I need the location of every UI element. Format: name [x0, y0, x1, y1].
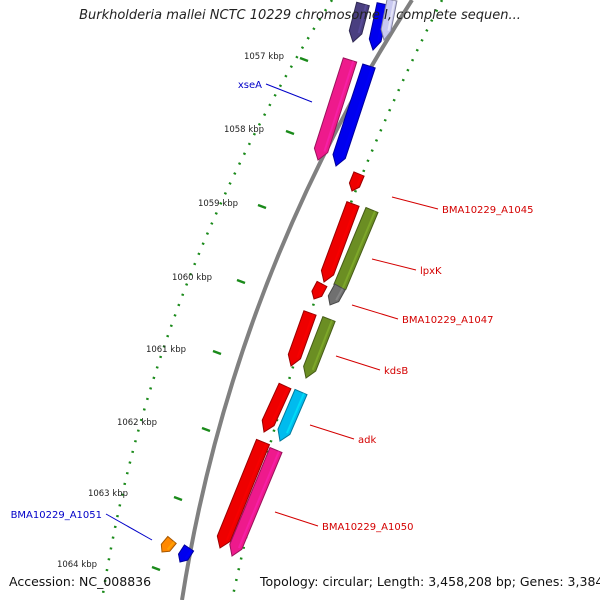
gene-arrow-16 — [160, 535, 177, 553]
gene-label-16: BMA10229_A1051 — [11, 510, 102, 521]
ruler-tick-7 — [151, 565, 161, 572]
gene-arrow-highlight-9 — [335, 287, 344, 301]
gene-arrow-8 — [311, 280, 328, 300]
gene-label-11: kdsB — [384, 366, 408, 377]
gene-label-5: BMA10229_A1045 — [442, 205, 533, 216]
gene-leader-line-3 — [265, 83, 313, 103]
ruler-tick-2 — [257, 203, 267, 210]
gene-arrow-highlight-13 — [286, 392, 305, 434]
tick-label-5: 1062 kbp — [117, 418, 157, 428]
ruler-tick-3 — [236, 278, 246, 285]
ruler-tick-1 — [285, 129, 295, 136]
gene-arrow-highlight-7 — [341, 210, 376, 289]
gene-arrow-highlight-11 — [311, 319, 333, 371]
gene-arrow-highlight-8 — [318, 284, 326, 296]
gene-leader-line-13 — [309, 424, 355, 440]
gene-label-10: BMA10229_A1047 — [402, 315, 493, 326]
ruler-tick-0 — [299, 56, 309, 63]
gene-arrow-highlight-12 — [270, 386, 289, 425]
topology-label: Topology: circular; Length: 3,458,208 bp… — [260, 574, 600, 589]
gene-leader-line-5 — [391, 196, 439, 210]
gene-leader-line-14 — [274, 511, 319, 527]
ruler-tick-5 — [201, 426, 211, 433]
tick-label-4: 1061 kbp — [146, 345, 186, 355]
gene-arrow-highlight-5 — [356, 174, 363, 187]
gene-arrow-highlight-17 — [184, 548, 193, 560]
tick-label-7: 1064 kbp — [57, 560, 97, 570]
tick-label-3: 1060 kbp — [172, 273, 212, 283]
inner-tick-ring — [100, 0, 334, 600]
gene-label-13: adk — [358, 435, 376, 446]
gene-arrow-highlight-6 — [329, 204, 357, 275]
gene-arrow-highlight-0 — [357, 4, 368, 34]
gene-label-7: lpxK — [420, 266, 442, 277]
gene-arrow-highlight-15 — [237, 450, 280, 549]
gene-arrow-highlight-10 — [296, 313, 315, 359]
ruler-tick-6 — [173, 495, 183, 502]
chromosome-backbone — [180, 0, 414, 600]
tick-label-6: 1063 kbp — [88, 489, 128, 499]
gene-arrow-highlight-14 — [226, 442, 268, 541]
map-title: Burkholderia mallei NCTC 10229 chromosom… — [79, 8, 521, 23]
gene-label-3: xseA — [238, 80, 262, 91]
gene-label-14: BMA10229_A1050 — [322, 522, 413, 533]
outer-tick-ring — [230, 0, 444, 600]
gene-arrow-highlight-3 — [323, 60, 355, 152]
gene-arrow-5 — [348, 171, 365, 192]
gene-arrow-highlight-2 — [387, 0, 396, 31]
ruler-tick-4 — [212, 349, 222, 356]
gene-leader-line-11 — [335, 355, 381, 371]
gene-arrow-highlight-4 — [341, 66, 374, 158]
tick-label-0: 1057 kbp — [244, 52, 284, 62]
gene-arrow-highlight-16 — [166, 541, 175, 551]
gene-leader-line-7 — [371, 258, 417, 271]
tick-label-1: 1058 kbp — [224, 125, 264, 135]
gene-leader-line-16 — [105, 513, 153, 541]
accession-label: Accession: NC_008836 — [9, 574, 152, 589]
gene-leader-line-10 — [351, 304, 399, 320]
tick-label-2: 1059 kbp — [198, 199, 238, 209]
